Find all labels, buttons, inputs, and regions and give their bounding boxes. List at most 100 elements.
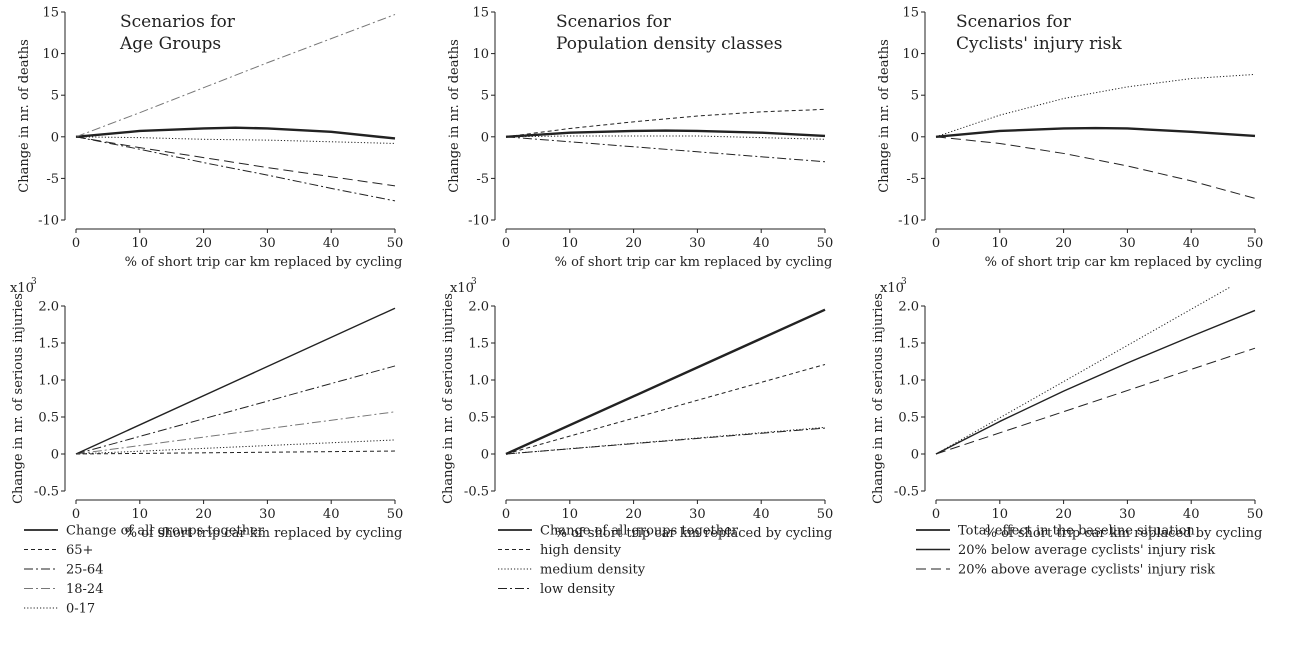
x-tick-label: 20 <box>1055 507 1072 522</box>
y-tick-label: 10 <box>472 47 489 62</box>
x-tick-label: 10 <box>132 236 149 251</box>
x-axis-label: % of short trip car km replaced by cycli… <box>985 255 1263 270</box>
series-line-3 <box>75 411 396 455</box>
x-tick-label: 10 <box>132 507 149 522</box>
legend-1: Change of all groups together 65+ 25-64 18-… <box>24 524 265 617</box>
y-tick-label: -5 <box>476 172 489 187</box>
series-line-2 <box>75 365 396 455</box>
series-line-2 <box>935 309 1256 455</box>
series-line-4 <box>75 439 396 455</box>
legend-label: medium density <box>540 563 646 578</box>
x-tick-label: 10 <box>562 507 579 522</box>
y-tick-label: 15 <box>42 6 59 21</box>
chart-title-line: Population density classes <box>556 34 782 54</box>
series-line-2 <box>75 14 396 138</box>
legend-label: 25-64 <box>66 563 103 578</box>
x-tick-label: 0 <box>502 236 510 251</box>
series-line-1 <box>75 307 396 455</box>
y-tick-label: 0.5 <box>898 411 919 426</box>
x-tick-label: 50 <box>1247 236 1264 251</box>
x-tick-label: 40 <box>323 507 340 522</box>
series-line-1 <box>505 308 826 456</box>
y-tick-label: 0.5 <box>468 411 489 426</box>
series-line-1 <box>75 126 396 140</box>
series-line-4 <box>505 427 826 455</box>
y-tick-label: 15 <box>472 6 489 21</box>
legend-label: 0-17 <box>66 602 95 617</box>
y-axis-label: Change in nr. of deaths <box>877 39 892 192</box>
x-tick-label: 20 <box>625 507 642 522</box>
legend-label: Change of all groups together <box>66 524 265 539</box>
y-tick-label: -5 <box>906 172 919 187</box>
legend-label: Change of all groups together <box>540 524 739 539</box>
series-line-3 <box>935 136 1256 199</box>
y-tick-label: 5 <box>911 89 919 104</box>
chart-title-line: Cyclists' injury risk <box>956 34 1122 54</box>
x-tick-label: 40 <box>1183 236 1200 251</box>
legend-label: 20% above average cyclists' injury risk <box>958 563 1215 578</box>
x-tick-label: 40 <box>753 507 770 522</box>
y-axis-label: Change in nr. of deaths <box>17 39 32 192</box>
x-tick-label: 20 <box>195 507 212 522</box>
y-tick-label: -10 <box>468 214 489 229</box>
y-tick-label: 0 <box>51 130 59 145</box>
series-line-2 <box>505 108 826 138</box>
y-unit-label: x10 <box>880 281 904 296</box>
x-tick-label: 40 <box>753 236 770 251</box>
x-tick-label: 50 <box>1247 507 1264 522</box>
y-tick-label: 1.5 <box>898 337 919 352</box>
y-tick-label: -0.5 <box>464 485 489 500</box>
y-tick-label: 1.5 <box>468 337 489 352</box>
x-tick-label: 30 <box>689 236 706 251</box>
legend-3: Total effect in the baseline situation 20… <box>916 524 1215 578</box>
y-tick-label: 1.0 <box>38 374 59 389</box>
x-tick-label: 20 <box>1055 236 1072 251</box>
legend-label: low density <box>540 582 616 597</box>
x-axis-label: % of short trip car km replaced by cycli… <box>555 255 833 270</box>
x-tick-label: 30 <box>1119 236 1136 251</box>
chart-panel-4: -0.5 0 0.5 1.0 1.5 2.0 0 10 20 30 40 50 % of short t… <box>10 277 403 541</box>
series-line-3 <box>935 347 1256 455</box>
chart-panel-5: -0.5 0 0.5 1.0 1.5 2.0 0 10 20 30 40 50 % of short t… <box>441 277 833 541</box>
x-tick-label: 30 <box>259 507 276 522</box>
y-tick-label: -10 <box>898 214 919 229</box>
y-tick-label: 10 <box>42 47 59 62</box>
chart-title-line: Scenarios for <box>120 12 236 32</box>
x-tick-label: 20 <box>195 236 212 251</box>
y-tick-label: 5 <box>481 89 489 104</box>
x-tick-label: 20 <box>625 236 642 251</box>
x-tick-label: 50 <box>817 236 834 251</box>
series-line-1 <box>935 126 1256 138</box>
x-tick-label: 40 <box>1183 507 1200 522</box>
chart-title-line: Scenarios for <box>956 12 1072 32</box>
chart-title-line: Age Groups <box>119 34 221 54</box>
y-tick-label: 0.5 <box>38 411 59 426</box>
y-unit-exponent: 3 <box>31 277 37 287</box>
x-tick-label: 30 <box>259 236 276 251</box>
x-tick-label: 40 <box>323 236 340 251</box>
x-tick-label: 10 <box>562 236 579 251</box>
y-tick-label: 2.0 <box>468 300 489 315</box>
series-line-5 <box>75 450 396 455</box>
chart-title-line: Scenarios for <box>556 12 672 32</box>
legend-label: 65+ <box>66 543 93 558</box>
x-tick-label: 50 <box>387 507 404 522</box>
y-tick-label: -0.5 <box>34 485 59 500</box>
x-tick-label: 50 <box>817 507 834 522</box>
y-tick-label: 0 <box>481 448 489 463</box>
series-line-1 <box>505 129 826 138</box>
y-tick-label: -0.5 <box>894 485 919 500</box>
x-axis-label: % of short trip car km replaced by cycli… <box>985 526 1263 541</box>
series-line-5 <box>75 136 396 202</box>
y-tick-label: 1.0 <box>898 374 919 389</box>
legend-label: high density <box>540 543 622 558</box>
x-tick-label: 0 <box>72 236 80 251</box>
series-line-4 <box>505 136 826 163</box>
x-tick-label: 10 <box>992 236 1009 251</box>
x-axis-label: % of short trip car km replaced by cycli… <box>125 526 403 541</box>
x-tick-label: 30 <box>689 507 706 522</box>
y-tick-label: 0 <box>481 130 489 145</box>
y-tick-label: -5 <box>46 172 59 187</box>
x-axis-label: % of short trip car km replaced by cycli… <box>125 255 403 270</box>
y-unit-label: x10 <box>450 281 474 296</box>
